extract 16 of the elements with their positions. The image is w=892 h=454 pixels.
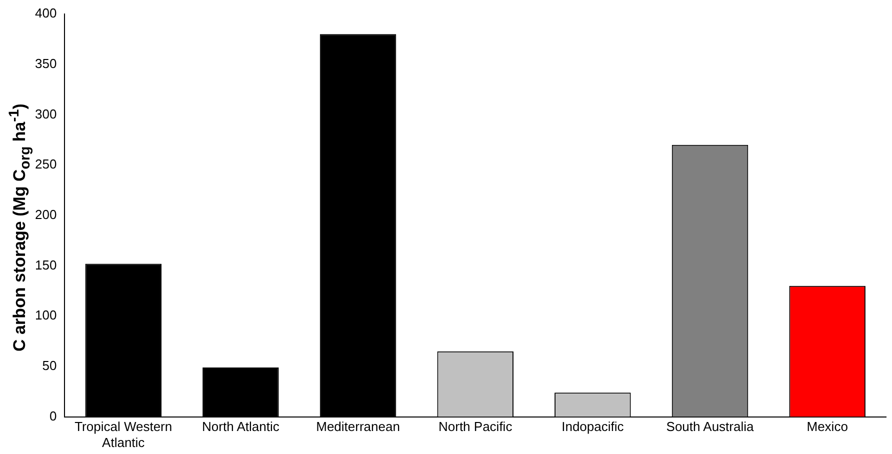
- x-tick-label: South Australia: [666, 419, 754, 434]
- x-tick-label: Tropical Western Atlantic: [74, 419, 172, 450]
- y-tick-label: 50: [42, 358, 57, 374]
- y-tick-label: 400: [34, 6, 57, 21]
- y-tick-label: 0: [49, 408, 57, 424]
- y-tick-label: 100: [34, 308, 57, 323]
- y-tick-label: 300: [34, 106, 57, 122]
- y-tick-label: 200: [34, 206, 57, 222]
- y-tick-label: 150: [34, 257, 57, 272]
- x-tick-label: North Atlantic: [202, 419, 280, 434]
- x-tick-label: North Pacific: [438, 419, 513, 434]
- y-tick-label: 250: [34, 156, 57, 172]
- x-tick-label: Mediterranean: [316, 419, 400, 434]
- x-tick-label: Indopacific: [562, 419, 624, 434]
- x-tick-label: Mexico: [806, 419, 848, 434]
- y-tick-label: 350: [34, 56, 57, 71]
